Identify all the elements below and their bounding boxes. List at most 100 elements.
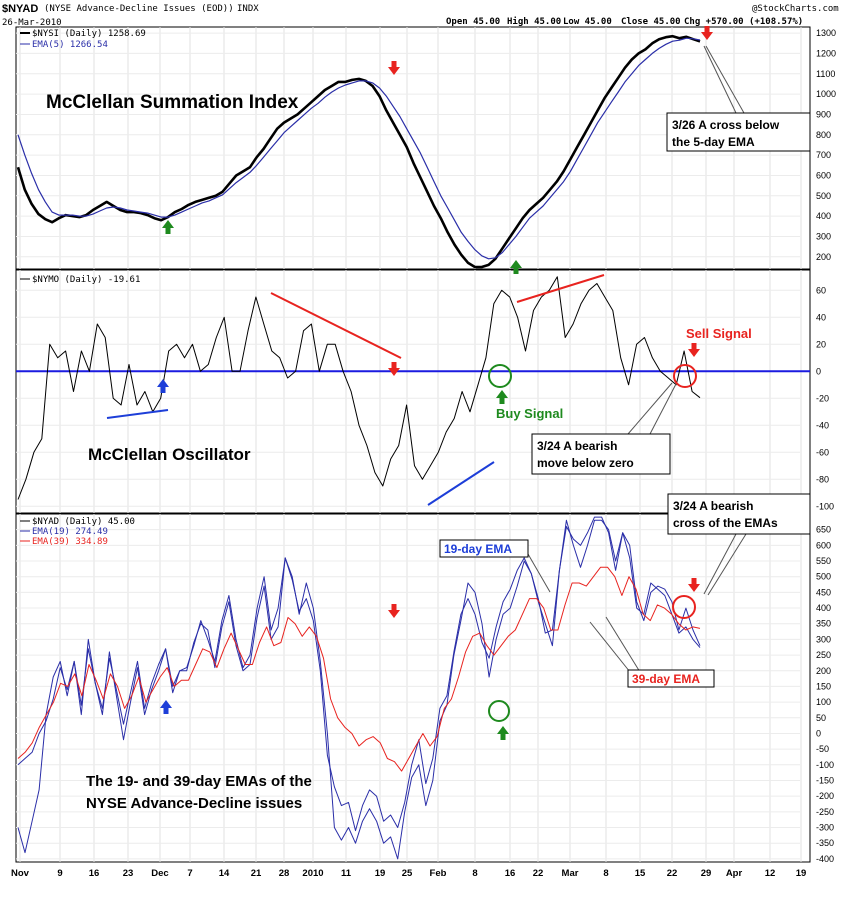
nysi-cross-line2: the 5-day EMA: [672, 135, 755, 149]
ema-bearish-cross-circle: [672, 595, 696, 619]
x-tick-8: 28: [279, 868, 290, 879]
ema-cross-line2: cross of the EMAs: [673, 516, 778, 530]
x-tick-13: Feb: [430, 868, 447, 879]
adline-panel-frame: [15, 513, 811, 863]
x-tick-12: 25: [402, 868, 413, 879]
y-tick-summation-6: 800: [816, 130, 831, 140]
buy-arrow-ad-dec: [160, 700, 172, 714]
y-tick-oscillator-7: 40: [816, 312, 826, 322]
header-high: High 45.00: [507, 16, 561, 27]
x-tick-7: 21: [251, 868, 262, 879]
buy-arrow-osc-feb: [496, 390, 508, 404]
ema-bullish-cross-circle: [488, 700, 510, 722]
ema-cross-line1: 3/24 A bearish: [673, 499, 753, 513]
sell-arrow-ad-jan: [388, 604, 400, 618]
x-tick-19: 15: [635, 868, 646, 879]
series-adline-1: [17, 516, 701, 832]
y-tick-adline-18: 500: [816, 572, 831, 582]
x-tick-15: 16: [505, 868, 516, 879]
y-tick-adline-0: -400: [816, 854, 834, 864]
series-layer: [16, 34, 810, 860]
nysi-cross-callout: 3/26 A cross below the 5-day EMA: [666, 45, 811, 152]
header-credit: @StockCharts.com: [752, 4, 839, 14]
y-tick-oscillator-4: -20: [816, 393, 829, 403]
y-tick-adline-9: 50: [816, 713, 826, 723]
y-tick-adline-15: 350: [816, 619, 831, 629]
legend-nyad: $NYAD (Daily) 45.00: [32, 517, 135, 527]
x-tick-2: 16: [89, 868, 100, 879]
header-exchange: INDX: [237, 4, 259, 14]
series-adline-2: [17, 566, 701, 772]
x-tick-20: 22: [667, 868, 678, 879]
ema39-callout: 39-day EMA: [589, 616, 715, 688]
y-tick-oscillator-0: -100: [816, 501, 834, 511]
x-tick-4: Dec: [151, 868, 168, 879]
y-tick-summation-8: 1000: [816, 89, 836, 99]
oscillator-panel-frame: [15, 269, 811, 514]
x-tick-5: 7: [187, 868, 192, 879]
header-description: (NYSE Advance-Decline Issues (EOD)): [44, 4, 234, 14]
header-symbol: $NYAD: [2, 3, 38, 15]
y-tick-summation-2: 400: [816, 211, 831, 221]
y-tick-adline-11: 150: [816, 681, 831, 691]
osc-trendline-blue-bottom: [427, 461, 495, 506]
y-tick-summation-5: 700: [816, 150, 831, 160]
osc-zero-line1: 3/24 A bearish: [537, 439, 617, 453]
osc-trendline-red-right: [516, 274, 605, 303]
ema39-label: 39-day EMA: [632, 672, 700, 686]
summation-title: McClellan Summation Index: [46, 92, 299, 113]
grid-layer: [16, 27, 802, 862]
y-tick-oscillator-2: -60: [816, 447, 829, 457]
osc-trendline-red-upper: [270, 292, 402, 359]
buy-arrow-nysi-feb: [510, 260, 522, 274]
y-tick-oscillator-6: 20: [816, 339, 826, 349]
header-close: Close 45.00: [621, 17, 681, 27]
sell-arrow-ad-mar: [688, 578, 700, 592]
x-tick-21: 29: [701, 868, 712, 879]
y-tick-adline-17: 450: [816, 587, 831, 597]
series-oscillator-0: [17, 276, 701, 500]
legend-nymo: $NYMO (Daily) -19.61: [32, 275, 140, 285]
y-tick-summation-7: 900: [816, 109, 831, 119]
sell-signal-label: Sell Signal: [686, 326, 752, 341]
legend-nyad-ema39: EMA(39) 334.89: [32, 537, 108, 547]
y-tick-summation-11: 1300: [816, 28, 836, 38]
x-tick-11: 19: [375, 868, 386, 879]
adline-legend: $NYAD (Daily) 45.00 EMA(19) 274.49 EMA(3…: [20, 517, 135, 547]
ema19-label: 19-day EMA: [444, 542, 512, 556]
x-tick-17: Mar: [562, 868, 579, 879]
y-tick-summation-9: 1100: [816, 69, 835, 79]
y-tick-adline-5: -150: [816, 775, 834, 785]
x-tick-14: 8: [472, 868, 477, 879]
y-tick-adline-10: 100: [816, 697, 831, 707]
arrow-layer: [157, 26, 713, 740]
series-summation-1: [17, 37, 701, 260]
oscillator-title: McClellan Oscillator: [88, 445, 251, 464]
x-tick-18: 8: [603, 868, 608, 879]
header-open: Open 45.00: [446, 17, 500, 27]
buy-signal-circle: [488, 364, 512, 388]
x-tick-10: 11: [341, 868, 352, 879]
x-tick-1: 9: [57, 868, 62, 879]
buy-arrow-nysi-dec: [162, 220, 174, 234]
y-tick-adline-2: -300: [816, 823, 834, 833]
y-tick-adline-13: 250: [816, 650, 831, 660]
y-tick-adline-8: 0: [816, 728, 821, 738]
oscillator-legend: $NYMO (Daily) -19.61: [20, 275, 140, 285]
x-tick-3: 23: [123, 868, 134, 879]
sell-signal-circle: [673, 364, 697, 388]
y-tick-adline-12: 200: [816, 666, 831, 676]
y-tick-summation-0: 200: [816, 252, 831, 262]
ema-cross-callout: 3/24 A bearish cross of the EMAs: [667, 493, 811, 596]
y-tick-summation-3: 500: [816, 191, 831, 201]
x-tick-16: 22: [533, 868, 544, 879]
y-tick-adline-14: 300: [816, 634, 831, 644]
y-tick-oscillator-1: -80: [816, 474, 829, 484]
buy-arrow-osc-dec: [157, 379, 169, 393]
header-low: Low 45.00: [563, 17, 612, 27]
y-tick-summation-10: 1200: [816, 48, 836, 58]
x-tick-23: 12: [765, 868, 776, 879]
y-tick-oscillator-5: 0: [816, 366, 821, 376]
y-tick-adline-7: -50: [816, 744, 829, 754]
